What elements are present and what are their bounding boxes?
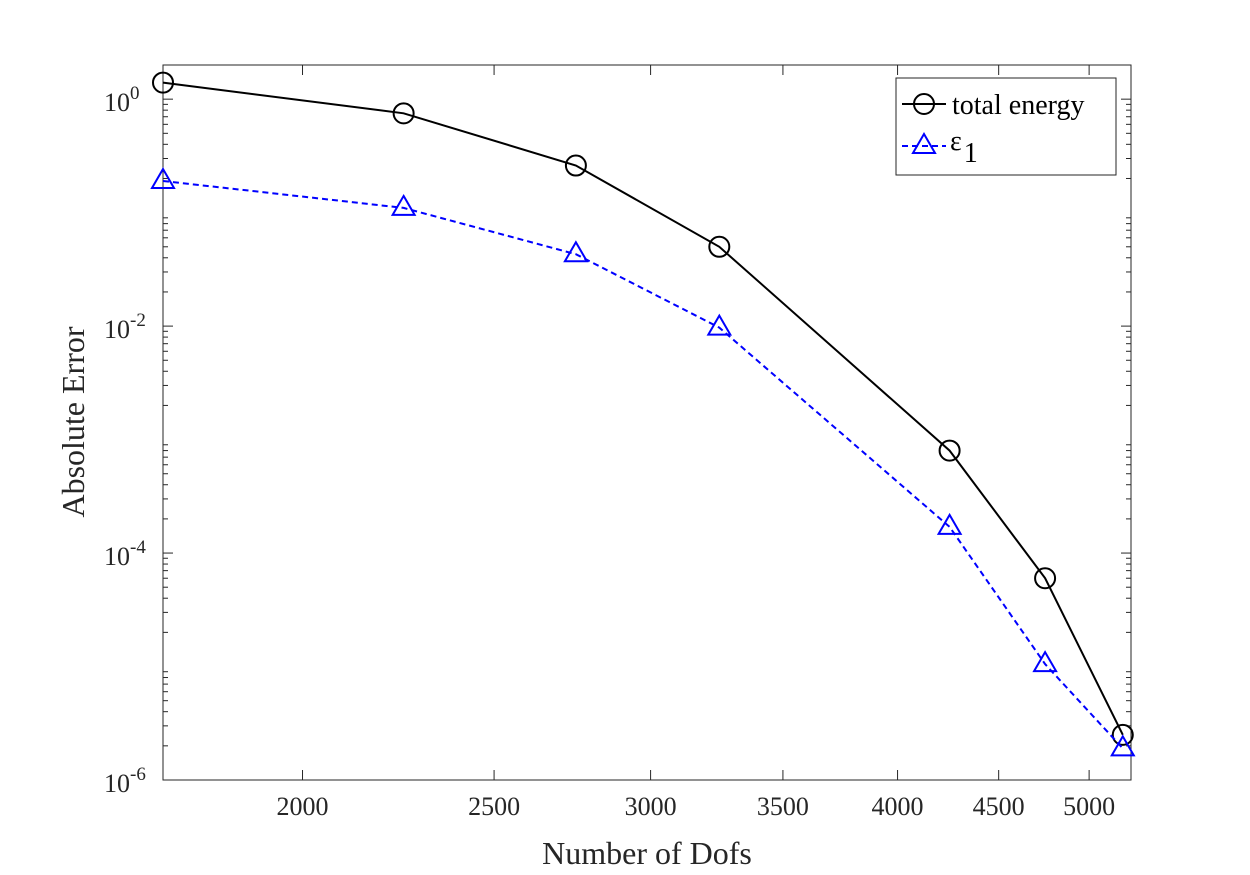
data-point-circle xyxy=(392,102,415,125)
x-tick-label: 2000 xyxy=(277,792,329,821)
legend-box xyxy=(895,77,1117,176)
series-layer xyxy=(150,71,1136,757)
x-tick-label: 4000 xyxy=(872,792,924,821)
y-tick-base: 10 xyxy=(104,542,130,571)
legend: total energy ε1 xyxy=(895,77,1117,176)
series-line xyxy=(162,180,1124,750)
x-axis-title: Number of Dofs xyxy=(542,835,752,871)
data-point-circle xyxy=(1111,723,1134,746)
y-tick-label: 10-4 xyxy=(104,537,146,571)
x-tick-label: 4500 xyxy=(973,792,1025,821)
data-point-circle xyxy=(938,439,961,462)
axes-box xyxy=(162,64,1132,781)
data-point-triangle xyxy=(150,167,176,190)
legend-label-epsilon-symbol: ε xyxy=(950,126,962,157)
data-point-circle xyxy=(564,154,587,177)
legend-label-total-energy: total energy xyxy=(952,90,1084,121)
y-tick-label: 100 xyxy=(104,83,140,117)
x-tick-label: 3000 xyxy=(625,792,677,821)
data-point-triangle xyxy=(706,313,733,336)
y-tick-exponent: -6 xyxy=(130,764,146,785)
x-tick-labels: 2000 2500 3000 3500 4000 4500 5000 xyxy=(277,792,1116,821)
y-tick-label: 10-6 xyxy=(104,764,146,798)
x-tick-label: 5000 xyxy=(1063,792,1115,821)
legend-label-epsilon: ε1 xyxy=(950,126,978,169)
data-point-circle xyxy=(1034,567,1057,590)
y-axis-title: Absolute Error xyxy=(55,326,91,517)
legend-marker-triangle xyxy=(911,132,937,154)
data-point-circle xyxy=(152,71,174,94)
plot-area xyxy=(163,65,1131,780)
y-tick-base: 10 xyxy=(104,315,130,344)
y-tick-exponent: -2 xyxy=(130,310,146,331)
data-point-triangle xyxy=(936,512,963,535)
y-tick-label: 10-2 xyxy=(104,310,146,344)
data-point-circle xyxy=(708,235,731,258)
x-tick-label: 2500 xyxy=(468,792,520,821)
data-point-triangle xyxy=(390,193,417,216)
data-point-triangle xyxy=(563,240,589,263)
y-tick-base: 10 xyxy=(104,88,130,117)
series-0 xyxy=(152,71,1134,746)
data-point-triangle xyxy=(1110,734,1136,757)
y-tick-exponent: -4 xyxy=(130,537,146,558)
y-tick-base: 10 xyxy=(104,769,130,798)
legend-label-epsilon-subscript: 1 xyxy=(964,138,978,169)
legend-marker-circle xyxy=(913,93,935,115)
data-point-triangle xyxy=(1032,650,1058,673)
series-line xyxy=(162,81,1124,736)
x-tick-label: 3500 xyxy=(757,792,809,821)
y-tick-exponent: 0 xyxy=(130,83,140,104)
series-1 xyxy=(150,167,1136,757)
